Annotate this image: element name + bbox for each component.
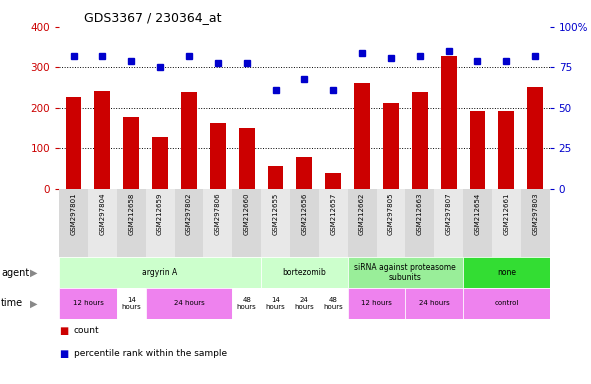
Bar bbox=[152, 137, 168, 189]
Text: GSM297806: GSM297806 bbox=[215, 192, 221, 235]
Bar bbox=[88, 189, 117, 257]
Bar bbox=[66, 96, 82, 189]
Text: GSM212660: GSM212660 bbox=[243, 192, 249, 235]
Text: time: time bbox=[1, 298, 23, 308]
Bar bbox=[95, 91, 111, 189]
Text: control: control bbox=[494, 300, 518, 306]
Text: GSM212659: GSM212659 bbox=[157, 192, 163, 235]
Text: agent: agent bbox=[1, 268, 30, 278]
Bar bbox=[145, 288, 232, 319]
Text: 24
hours: 24 hours bbox=[294, 297, 314, 310]
Text: siRNA against proteasome
subunits: siRNA against proteasome subunits bbox=[355, 263, 456, 283]
Bar bbox=[463, 257, 550, 288]
Text: GSM212655: GSM212655 bbox=[272, 192, 278, 235]
Bar bbox=[261, 189, 290, 257]
Bar bbox=[174, 189, 203, 257]
Text: 14
hours: 14 hours bbox=[265, 297, 285, 310]
Bar bbox=[268, 166, 284, 189]
Text: GSM297807: GSM297807 bbox=[446, 192, 452, 235]
Bar bbox=[232, 189, 261, 257]
Text: GSM297805: GSM297805 bbox=[388, 192, 394, 235]
Bar bbox=[232, 288, 261, 319]
Text: 24 hours: 24 hours bbox=[419, 300, 450, 306]
Bar bbox=[348, 288, 405, 319]
Text: GSM212654: GSM212654 bbox=[475, 192, 480, 235]
Text: count: count bbox=[74, 326, 99, 335]
Bar bbox=[527, 87, 543, 189]
Text: GSM212663: GSM212663 bbox=[417, 192, 423, 235]
Bar bbox=[290, 189, 319, 257]
Text: GDS3367 / 230364_at: GDS3367 / 230364_at bbox=[84, 11, 221, 24]
Bar bbox=[405, 288, 463, 319]
Bar bbox=[498, 111, 514, 189]
Bar bbox=[325, 173, 341, 189]
Bar bbox=[463, 189, 492, 257]
Bar bbox=[59, 189, 88, 257]
Bar bbox=[290, 288, 319, 319]
Bar bbox=[463, 288, 550, 319]
Bar bbox=[492, 189, 521, 257]
Text: GSM212662: GSM212662 bbox=[359, 192, 365, 235]
Bar bbox=[261, 257, 348, 288]
Bar bbox=[145, 189, 174, 257]
Bar bbox=[348, 257, 463, 288]
Text: none: none bbox=[497, 268, 516, 277]
Bar bbox=[261, 288, 290, 319]
Bar bbox=[521, 189, 550, 257]
Text: ▶: ▶ bbox=[30, 298, 37, 308]
Text: ■: ■ bbox=[59, 349, 69, 359]
Text: ▶: ▶ bbox=[30, 268, 37, 278]
Bar bbox=[297, 157, 312, 189]
Text: GSM297804: GSM297804 bbox=[99, 192, 105, 235]
Bar bbox=[181, 93, 197, 189]
Bar bbox=[239, 128, 255, 189]
Text: 14
hours: 14 hours bbox=[121, 297, 141, 310]
Bar bbox=[405, 189, 434, 257]
Text: GSM212661: GSM212661 bbox=[504, 192, 509, 235]
Bar bbox=[376, 189, 405, 257]
Bar bbox=[470, 111, 485, 189]
Text: GSM297802: GSM297802 bbox=[186, 192, 192, 235]
Bar bbox=[59, 288, 117, 319]
Bar bbox=[348, 189, 376, 257]
Text: GSM212658: GSM212658 bbox=[128, 192, 134, 235]
Bar bbox=[203, 189, 232, 257]
Text: GSM297801: GSM297801 bbox=[70, 192, 76, 235]
Text: GSM297803: GSM297803 bbox=[532, 192, 538, 235]
Bar bbox=[354, 83, 370, 189]
Bar bbox=[319, 288, 348, 319]
Text: GSM212656: GSM212656 bbox=[301, 192, 307, 235]
Bar bbox=[124, 117, 139, 189]
Bar bbox=[117, 288, 145, 319]
Text: argyrin A: argyrin A bbox=[142, 268, 178, 277]
Text: 48
hours: 48 hours bbox=[323, 297, 343, 310]
Text: 12 hours: 12 hours bbox=[361, 300, 392, 306]
Bar bbox=[59, 257, 261, 288]
Bar bbox=[412, 93, 428, 189]
Bar bbox=[434, 189, 463, 257]
Bar bbox=[441, 56, 457, 189]
Bar bbox=[383, 103, 399, 189]
Bar bbox=[117, 189, 145, 257]
Text: 48
hours: 48 hours bbox=[237, 297, 256, 310]
Bar bbox=[210, 123, 226, 189]
Text: percentile rank within the sample: percentile rank within the sample bbox=[74, 349, 227, 358]
Text: ■: ■ bbox=[59, 326, 69, 336]
Text: 12 hours: 12 hours bbox=[73, 300, 103, 306]
Text: GSM212657: GSM212657 bbox=[330, 192, 336, 235]
Bar bbox=[319, 189, 348, 257]
Text: bortezomib: bortezomib bbox=[282, 268, 326, 277]
Text: 24 hours: 24 hours bbox=[174, 300, 204, 306]
